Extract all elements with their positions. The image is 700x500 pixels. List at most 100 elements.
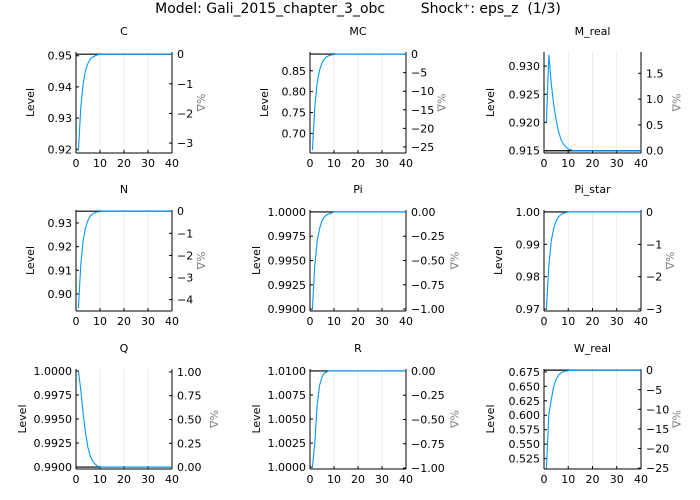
x-tick-label: 10 xyxy=(327,157,341,170)
panel-title: MC xyxy=(349,25,366,38)
right-tick-label: −0.50 xyxy=(411,413,445,426)
x-tick-label: 0 xyxy=(541,473,548,486)
y-tick-label: 0.92 xyxy=(48,241,73,254)
right-tick-label: −3 xyxy=(177,272,193,285)
right-tick-label: −15 xyxy=(411,104,434,117)
panel-title: R xyxy=(354,342,362,355)
right-tick-label: −15 xyxy=(646,423,669,436)
x-tick-label: 0 xyxy=(307,473,314,486)
x-tick-label: 20 xyxy=(351,473,365,486)
x-tick-label: 40 xyxy=(399,315,413,328)
y-tick-label: 1.0075 xyxy=(268,389,307,402)
panel-title: C xyxy=(120,25,128,38)
panel-title: Pi xyxy=(353,183,362,196)
panel-pi: Pi 0 10 20 30 40 0.9900 0.9925 0.9950 0.9975 1.000… xyxy=(250,183,461,328)
right-tick-label: 0.0 xyxy=(646,145,664,158)
y-tick-label: 0.90 xyxy=(48,288,73,301)
x-tick-label: 10 xyxy=(561,157,575,170)
irf-line xyxy=(311,53,406,151)
right-tick-label: −5 xyxy=(411,67,427,80)
right-tick-label: −1 xyxy=(177,78,193,91)
right-tick-label: −2 xyxy=(177,107,193,120)
x-tick-label: 0 xyxy=(73,157,80,170)
y-tick-label: 0.575 xyxy=(509,424,541,437)
y-tick-label: 0.70 xyxy=(282,127,307,140)
x-tick-label: 40 xyxy=(399,473,413,486)
right-tick-label: −1 xyxy=(177,227,193,240)
y-tick-label: 0.9950 xyxy=(268,255,307,268)
panel-title: Pi_star xyxy=(574,183,611,196)
right-tick-label: −0.25 xyxy=(411,230,445,243)
y-tick-label: 1.0000 xyxy=(268,206,307,219)
x-tick-label: 30 xyxy=(610,315,624,328)
x-tick-label: 10 xyxy=(561,473,575,486)
y-tick-label: 1.0000 xyxy=(34,365,73,378)
panel-r: R 0 10 20 30 40 1.0000 1.0025 1.0050 1.0075 1.0100… xyxy=(250,342,461,486)
right-tick-label: 0.00 xyxy=(411,365,436,378)
y-tick-label: 0.99 xyxy=(516,238,541,251)
right-tick-label: −10 xyxy=(411,85,434,98)
y-tick-label: 0.9925 xyxy=(268,279,307,292)
irf-line xyxy=(545,211,641,310)
irf-line xyxy=(77,53,172,151)
y-tick-label: 0.9900 xyxy=(34,461,73,474)
y-axis-label: Level xyxy=(16,404,29,433)
x-tick-label: 0 xyxy=(307,315,314,328)
panel-title: N xyxy=(120,183,128,196)
right-tick-label: 0 xyxy=(646,206,653,219)
x-tick-label: 20 xyxy=(351,157,365,170)
x-tick-label: 20 xyxy=(117,157,131,170)
irf-line xyxy=(545,369,641,469)
y-axis-label: Level xyxy=(24,88,37,117)
right-tick-label: −20 xyxy=(411,122,434,135)
right-tick-label: −10 xyxy=(646,403,669,416)
right-tick-label: 1.5 xyxy=(646,67,664,80)
right-tick-label: 0 xyxy=(177,205,184,218)
x-tick-label: 10 xyxy=(93,473,107,486)
y-tick-label: 0.930 xyxy=(509,60,541,73)
x-tick-label: 10 xyxy=(93,157,107,170)
right-tick-label: −3 xyxy=(177,137,193,150)
x-tick-label: 0 xyxy=(541,157,548,170)
y-tick-label: 0.95 xyxy=(48,50,73,63)
right-tick-label: −0.50 xyxy=(411,255,445,268)
right-tick-label: −1.00 xyxy=(411,462,445,475)
panel-title: M_real xyxy=(575,25,611,38)
x-tick-label: 30 xyxy=(141,157,155,170)
y-tick-label: 0.94 xyxy=(48,81,73,94)
right-tick-label: 1.0 xyxy=(646,93,664,106)
y-tick-label: 0.92 xyxy=(48,143,73,156)
right-tick-label: −0.75 xyxy=(411,279,445,292)
y-axis-label: Level xyxy=(258,88,271,117)
right-tick-label: 0 xyxy=(411,48,418,61)
y-tick-label: 0.915 xyxy=(509,145,541,158)
y-tick-label: 0.91 xyxy=(48,264,73,277)
x-tick-label: 40 xyxy=(634,315,648,328)
y-tick-label: 0.920 xyxy=(509,117,541,130)
panel-title: Q xyxy=(120,342,129,355)
x-tick-label: 30 xyxy=(375,315,389,328)
irf-line xyxy=(545,54,641,152)
right-tick-label: 0.75 xyxy=(177,390,202,403)
x-tick-label: 20 xyxy=(117,473,131,486)
x-tick-label: 20 xyxy=(586,157,600,170)
y-tick-label: 1.00 xyxy=(516,206,541,219)
x-tick-label: 40 xyxy=(634,473,648,486)
right-axis-label: %Δ xyxy=(435,94,448,112)
irf-line xyxy=(311,370,406,468)
right-tick-label: 0.50 xyxy=(177,413,202,426)
y-tick-label: 0.9975 xyxy=(268,230,307,243)
y-tick-label: 0.925 xyxy=(509,88,541,101)
x-tick-label: 30 xyxy=(141,315,155,328)
y-tick-label: 0.675 xyxy=(509,366,541,379)
right-tick-label: −1 xyxy=(646,238,662,251)
x-tick-label: 20 xyxy=(117,315,131,328)
y-tick-label: 0.85 xyxy=(282,65,307,78)
right-tick-label: 1.00 xyxy=(177,366,202,379)
right-tick-label: −25 xyxy=(646,462,669,475)
x-tick-label: 30 xyxy=(375,157,389,170)
y-tick-label: 0.93 xyxy=(48,112,73,125)
x-tick-label: 10 xyxy=(327,473,341,486)
y-tick-label: 1.0050 xyxy=(268,413,307,426)
